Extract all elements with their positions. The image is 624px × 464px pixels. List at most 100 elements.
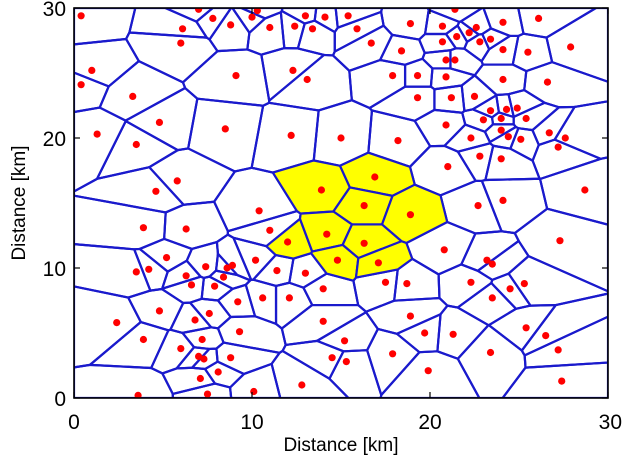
data-point xyxy=(438,38,447,46)
data-point xyxy=(195,8,203,13)
data-point xyxy=(497,126,505,134)
data-point xyxy=(499,18,507,26)
data-point xyxy=(198,335,206,344)
voronoi-cell xyxy=(280,303,368,347)
voronoi-cell xyxy=(208,8,251,53)
data-point xyxy=(479,116,487,124)
data-point xyxy=(77,12,85,20)
data-point xyxy=(196,374,204,383)
data-point xyxy=(447,94,455,102)
data-point xyxy=(219,273,228,281)
voronoi-cell xyxy=(279,9,306,50)
data-point xyxy=(328,354,336,362)
data-point xyxy=(187,281,196,289)
voronoi-cell xyxy=(148,147,236,206)
data-point xyxy=(381,278,390,286)
data-point xyxy=(486,35,495,43)
voronoi-cell xyxy=(517,8,598,39)
data-point xyxy=(182,225,190,233)
data-point xyxy=(285,294,293,302)
data-point xyxy=(209,14,217,22)
data-points xyxy=(77,8,589,398)
voronoi-cell xyxy=(270,349,350,398)
data-point xyxy=(177,345,185,353)
y-tick-label-0: 0 xyxy=(54,388,66,411)
data-point xyxy=(449,330,457,338)
data-point xyxy=(301,269,309,277)
data-point xyxy=(205,309,213,318)
data-point xyxy=(499,75,507,84)
data-point xyxy=(476,152,484,160)
data-point xyxy=(132,268,140,276)
data-point xyxy=(476,38,484,46)
voronoi-cell xyxy=(74,363,174,398)
data-point xyxy=(517,135,525,143)
data-point xyxy=(442,56,450,64)
voronoi-cell xyxy=(260,46,326,102)
highlighted-voronoi-cell xyxy=(354,240,414,279)
data-point xyxy=(132,140,140,149)
data-point xyxy=(289,66,297,74)
voronoi-cell xyxy=(334,8,384,29)
data-point xyxy=(203,390,212,398)
y-tick-label-20: 20 xyxy=(43,128,66,151)
data-point xyxy=(291,22,299,30)
data-point xyxy=(139,335,148,344)
voronoi-cell xyxy=(520,292,608,357)
data-point xyxy=(360,202,368,210)
data-point xyxy=(93,130,101,138)
voronoi-cell xyxy=(538,156,608,226)
data-point xyxy=(371,173,379,181)
data-point xyxy=(227,354,235,362)
data-point xyxy=(522,114,530,123)
data-point xyxy=(337,134,345,142)
data-point xyxy=(303,75,311,84)
plot-frame xyxy=(73,7,609,399)
data-point xyxy=(178,25,187,33)
data-point xyxy=(232,72,240,80)
data-point xyxy=(413,72,422,80)
data-point xyxy=(467,134,475,142)
voronoi-cell xyxy=(380,8,430,41)
data-point xyxy=(374,259,382,267)
data-point xyxy=(251,256,260,264)
voronoi-cell xyxy=(487,303,557,352)
data-point xyxy=(259,294,267,302)
voronoi-cell xyxy=(274,281,314,330)
data-point xyxy=(442,73,450,81)
data-point xyxy=(522,324,530,332)
data-point xyxy=(488,260,496,268)
voronoi-cell xyxy=(507,88,546,119)
data-point xyxy=(202,263,210,271)
data-point xyxy=(506,285,514,293)
data-point xyxy=(367,39,375,47)
y-tick-label-10: 10 xyxy=(43,258,66,281)
data-point xyxy=(134,391,142,398)
data-point xyxy=(319,285,327,293)
axis-ticks xyxy=(73,7,609,399)
data-point xyxy=(342,358,350,366)
data-point xyxy=(534,14,543,22)
data-point xyxy=(284,238,292,246)
data-point xyxy=(403,280,411,288)
x-tick-label-10: 10 xyxy=(240,411,263,434)
data-point xyxy=(195,352,203,360)
voronoi-cell xyxy=(413,108,467,148)
data-point xyxy=(438,22,447,30)
voronoi-cell xyxy=(348,58,407,110)
data-point xyxy=(228,261,237,269)
data-point xyxy=(424,367,432,375)
data-point xyxy=(499,196,507,204)
data-point xyxy=(155,118,164,126)
data-point xyxy=(333,256,342,264)
voronoi-cell xyxy=(240,8,284,20)
data-point xyxy=(353,25,361,33)
voronoi-cell xyxy=(333,10,385,53)
voronoi-cell xyxy=(74,194,167,251)
data-point xyxy=(255,207,263,215)
data-point xyxy=(389,72,397,80)
data-point xyxy=(145,265,153,273)
voronoi-cell xyxy=(171,382,233,398)
voronoi-cell xyxy=(395,313,442,354)
